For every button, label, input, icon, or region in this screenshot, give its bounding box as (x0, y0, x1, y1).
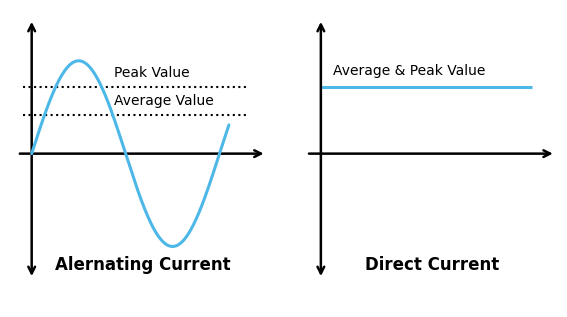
Text: Average & Peak Value: Average & Peak Value (333, 64, 485, 78)
Text: Peak Value: Peak Value (114, 66, 189, 80)
Text: Average Value: Average Value (114, 94, 214, 108)
Text: Alernating Current: Alernating Current (56, 256, 231, 274)
Text: Direct Current: Direct Current (365, 256, 500, 274)
